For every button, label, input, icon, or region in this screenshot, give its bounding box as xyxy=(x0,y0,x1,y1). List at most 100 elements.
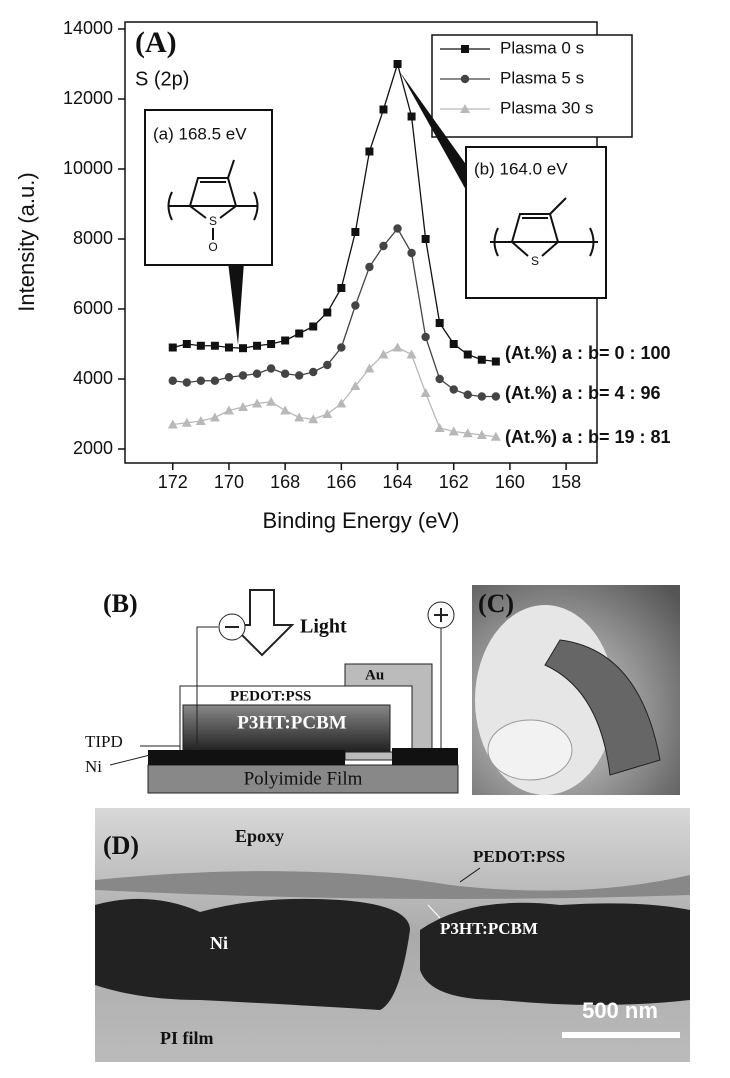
marker xyxy=(323,361,331,369)
y-tick-label: 8000 xyxy=(73,228,113,248)
marker xyxy=(197,342,205,350)
marker xyxy=(322,409,332,418)
photo: (C) xyxy=(472,585,680,795)
marker xyxy=(478,356,486,364)
label: Light xyxy=(300,616,347,638)
marker xyxy=(210,413,220,422)
atom: S xyxy=(209,214,217,228)
marker xyxy=(239,371,247,379)
leader xyxy=(110,755,150,765)
marker xyxy=(267,340,275,348)
label: Polyimide Film xyxy=(244,768,363,789)
label: P3HT:PCBM xyxy=(237,712,346,733)
x-tick-label: 160 xyxy=(495,472,525,492)
layer xyxy=(148,750,345,765)
subtitle: S (2p) xyxy=(135,68,189,90)
marker xyxy=(281,370,289,378)
marker xyxy=(211,342,219,350)
marker xyxy=(450,385,458,393)
marker xyxy=(169,344,177,352)
label: PI film xyxy=(160,1028,214,1048)
marker xyxy=(461,75,469,83)
scale-label: 500 nm xyxy=(582,998,658,1023)
x-tick-label: 166 xyxy=(326,472,356,492)
label: P3HT:PCBM xyxy=(440,919,538,938)
label: Ni xyxy=(85,757,102,776)
marker xyxy=(393,224,401,232)
panel-label: (A) xyxy=(135,26,177,59)
panel-label: (D) xyxy=(103,831,139,860)
marker xyxy=(407,249,415,257)
panel-label: (C) xyxy=(478,589,514,618)
label: TIPD xyxy=(85,732,123,751)
marker xyxy=(379,106,387,114)
tem-image: (D) Epoxy PEDOT:PSS P3HT:PCBM Ni PI film… xyxy=(95,808,690,1062)
marker xyxy=(280,406,290,415)
marker xyxy=(253,342,261,350)
marker xyxy=(435,375,443,383)
annotation: (At.%) a : b= 19 : 81 xyxy=(505,427,671,447)
marker xyxy=(379,242,387,250)
marker xyxy=(394,60,402,68)
y-tick-label: 2000 xyxy=(73,438,113,458)
x-tick-label: 170 xyxy=(214,472,244,492)
marker xyxy=(421,388,431,397)
marker xyxy=(169,377,177,385)
label: Ni xyxy=(210,933,228,953)
marker xyxy=(323,309,331,317)
legend-label: Plasma 5 s xyxy=(500,68,584,87)
marker xyxy=(225,373,233,381)
marker xyxy=(436,319,444,327)
marker xyxy=(351,301,359,309)
x-tick-label: 172 xyxy=(158,472,188,492)
marker xyxy=(464,351,472,359)
marker xyxy=(365,263,373,271)
label: Au xyxy=(365,667,384,683)
atom: S xyxy=(531,254,539,268)
panel-label: (B) xyxy=(103,589,138,618)
annotation: (At.%) a : b= 0 : 100 xyxy=(505,343,671,363)
marker xyxy=(281,337,289,345)
x-tick-label: 164 xyxy=(383,472,413,492)
series-line xyxy=(173,348,496,437)
marker xyxy=(492,358,500,366)
y-axis-label: Intensity (a.u.) xyxy=(14,172,39,311)
annotation: (b) 164.0 eV xyxy=(474,159,568,178)
marker xyxy=(239,344,247,352)
marker xyxy=(266,397,276,406)
label: PEDOT:PSS xyxy=(473,847,565,866)
x-tick-label: 162 xyxy=(439,472,469,492)
figure: (A) S (2p) Binding Energy (eV) Intensity… xyxy=(0,0,730,1078)
layer xyxy=(392,748,458,765)
y-tick-label: 12000 xyxy=(63,88,113,108)
marker xyxy=(295,330,303,338)
marker xyxy=(351,228,359,236)
marker xyxy=(365,148,373,156)
marker xyxy=(478,392,486,400)
marker xyxy=(492,392,500,400)
marker xyxy=(183,378,191,386)
marker xyxy=(183,340,191,348)
marker xyxy=(450,340,458,348)
marker xyxy=(225,344,233,352)
marker xyxy=(337,343,345,351)
marker xyxy=(421,333,429,341)
label: Epoxy xyxy=(235,826,284,846)
callout xyxy=(228,262,244,345)
legend-label: Plasma 30 s xyxy=(500,98,594,117)
marker xyxy=(267,364,275,372)
x-tick-label: 168 xyxy=(270,472,300,492)
legend-label: Plasma 0 s xyxy=(500,38,584,57)
page: {"chart_data": {"type": "line", "panel_l… xyxy=(0,0,730,1078)
ni-blob xyxy=(95,899,410,1010)
marker xyxy=(393,343,403,352)
marker xyxy=(309,323,317,331)
atom: O xyxy=(208,240,217,254)
thumb xyxy=(488,720,572,780)
y-tick-label: 6000 xyxy=(73,298,113,318)
y-tick-label: 4000 xyxy=(73,368,113,388)
marker xyxy=(211,377,219,385)
marker xyxy=(253,370,261,378)
marker xyxy=(294,413,304,422)
label: PEDOT:PSS xyxy=(230,688,311,704)
